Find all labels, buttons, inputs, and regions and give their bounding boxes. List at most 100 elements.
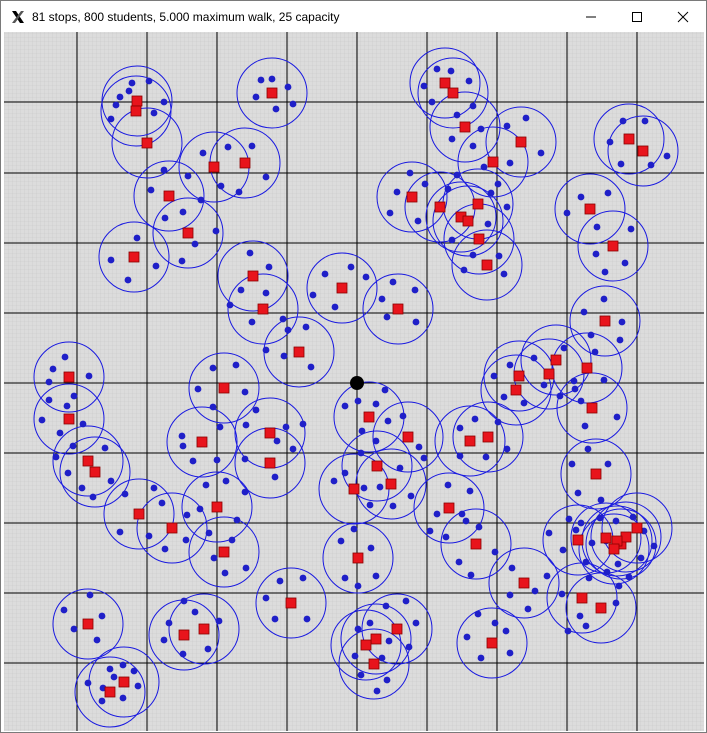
student-dot <box>469 102 477 110</box>
student-dot <box>70 392 78 400</box>
student-dot <box>637 554 645 562</box>
walk-radius-circle <box>434 405 506 477</box>
walk-radius-circle <box>330 609 402 681</box>
student-dot <box>506 361 514 369</box>
student-dot <box>508 564 516 572</box>
student-dot <box>183 511 191 519</box>
bus-stop-marker <box>607 240 619 252</box>
walk-radius-circle <box>485 106 557 178</box>
student-dot <box>89 493 97 501</box>
student-dot <box>262 173 270 181</box>
student-dot <box>490 372 498 380</box>
student-dot <box>347 263 355 271</box>
student-dot <box>563 209 571 217</box>
student-dot <box>150 484 158 492</box>
student-dot <box>477 654 485 662</box>
student-dot <box>61 353 69 361</box>
student-dot <box>215 617 223 625</box>
student-dot <box>191 608 199 616</box>
bus-stop-marker <box>285 597 297 609</box>
student-dot <box>621 259 629 267</box>
bus-stop-marker <box>264 427 276 439</box>
student-dot <box>217 182 225 190</box>
title-bar[interactable]: 81 stops, 800 students, 5.000 maximum wa… <box>1 1 706 32</box>
student-dot <box>384 417 392 425</box>
student-dot <box>321 270 329 278</box>
student-dot <box>84 679 92 687</box>
student-dot <box>64 469 72 477</box>
students-layer <box>38 65 671 705</box>
student-dot <box>235 188 243 196</box>
student-dot <box>604 460 612 468</box>
student-dot <box>495 252 503 260</box>
bus-stop-marker <box>182 227 194 239</box>
bus-stop-map <box>4 32 704 731</box>
bus-stop-marker <box>363 411 375 423</box>
student-dot <box>150 109 158 117</box>
student-dot <box>307 363 315 371</box>
student-dot <box>600 376 608 384</box>
student-dot <box>615 582 623 590</box>
bus-stop-marker <box>459 121 471 133</box>
walk-radius-circle <box>480 354 552 426</box>
student-dot <box>582 622 590 630</box>
walk-radius-circle <box>166 406 238 478</box>
walk-radius-circle <box>136 492 208 564</box>
student-dot <box>420 82 428 90</box>
student-dot <box>487 189 495 197</box>
bus-stop-marker <box>348 483 360 495</box>
student-dot <box>158 499 166 507</box>
walk-radius-circle <box>577 210 649 282</box>
walk-radius-circle <box>133 160 205 232</box>
student-dot <box>383 676 391 684</box>
student-dot <box>341 574 349 582</box>
student-dot <box>221 569 229 577</box>
maximize-button[interactable] <box>614 1 660 32</box>
student-dot <box>165 619 173 627</box>
bus-stop-marker <box>368 658 380 670</box>
student-dot <box>272 105 280 113</box>
student-dot <box>197 196 205 204</box>
student-dot <box>145 77 153 85</box>
student-dot <box>475 523 483 531</box>
student-dot <box>358 427 366 435</box>
bus-stop-marker <box>360 639 372 651</box>
walk-radius-circle <box>425 181 497 253</box>
minimize-button[interactable] <box>568 1 614 32</box>
student-dot <box>112 101 120 109</box>
student-dot <box>582 558 590 566</box>
student-dot <box>531 587 539 595</box>
bus-stop-marker <box>247 270 259 282</box>
student-dot <box>530 354 538 362</box>
walk-radius-circle <box>569 285 641 357</box>
walk-radius-circle <box>98 221 170 293</box>
student-dot <box>107 256 115 264</box>
student-dot <box>480 163 488 171</box>
map-canvas[interactable] <box>4 32 704 731</box>
walk-radius-circle <box>451 229 523 301</box>
student-dot <box>145 532 153 540</box>
student-dot <box>372 400 380 408</box>
student-dot <box>248 142 256 150</box>
walk-radius-circle <box>554 173 626 245</box>
student-dot <box>466 487 474 495</box>
student-dot <box>597 496 605 504</box>
student-dot <box>385 637 393 645</box>
bus-stop-marker <box>472 198 484 210</box>
walk-radius-circle <box>152 197 224 269</box>
student-dot <box>587 331 595 339</box>
walk-radius-circle <box>565 572 637 644</box>
student-dot <box>376 483 384 491</box>
student-dot <box>627 225 635 233</box>
student-dot <box>386 209 394 217</box>
student-dot <box>341 402 349 410</box>
walk-radius-circle <box>578 513 650 585</box>
student-dot <box>161 545 169 553</box>
close-button[interactable] <box>660 1 706 32</box>
walk-radius-circle <box>181 471 253 543</box>
student-dot <box>601 268 609 276</box>
student-dot <box>474 610 482 618</box>
bus-stop-marker <box>402 431 414 443</box>
student-dot <box>204 645 212 653</box>
student-dot <box>469 251 477 259</box>
